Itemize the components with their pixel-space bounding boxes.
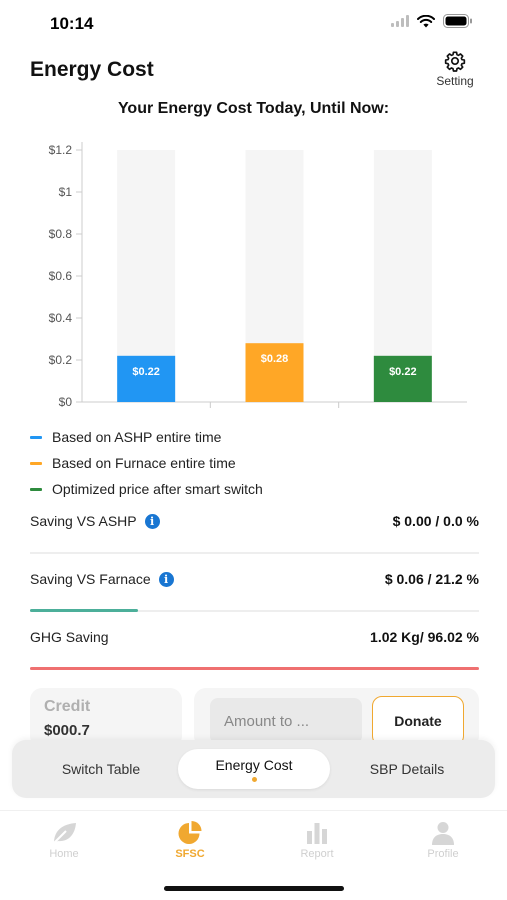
pie-chart-icon: [178, 821, 202, 844]
tab-sfsc[interactable]: SFSC: [150, 821, 230, 860]
tab-label: Report: [300, 848, 334, 860]
tab-label: SFSC: [175, 848, 205, 860]
bar-data-label: $0.22: [132, 366, 160, 378]
y-tick-label: $0.8: [49, 227, 73, 241]
wifi-icon: [417, 14, 435, 27]
legend-swatch: [30, 435, 42, 439]
segment-label: Switch Table: [61, 761, 141, 777]
y-tick-label: $0.2: [49, 353, 73, 367]
y-tick-label: $0.4: [49, 311, 73, 325]
bar-chart-icon: [307, 823, 327, 844]
chart-title: Your Energy Cost Today, Until Now:: [117, 100, 390, 117]
saving-label-text: Saving VS ASHP: [30, 513, 137, 529]
saving-vs-furnace-row: Saving VS Farnace i $ 0.06 / 21.2 %: [30, 564, 479, 612]
y-tick-label: $1.2: [49, 143, 73, 157]
legend-swatch: [30, 487, 42, 491]
view-segmented-control: Switch Table Energy Cost SBP Details: [12, 740, 495, 798]
status-bar: 10:14: [0, 0, 507, 48]
ghg-saving-row: GHG Saving 1.02 Kg/ 96.02 %: [30, 622, 479, 670]
status-time: 10:14: [50, 14, 94, 33]
home-indicator: [164, 886, 344, 891]
segment-energy-cost[interactable]: Energy Cost: [178, 749, 330, 789]
bar-data-label: $0.22: [389, 366, 417, 378]
bar-data-label: $0.28: [261, 353, 289, 365]
bar: [373, 355, 432, 402]
saving-vs-furnace-value: $ 0.06 / 21.2 %: [384, 571, 479, 587]
y-tick-label: $0: [59, 395, 73, 409]
setting-button[interactable]: Setting: [428, 48, 482, 92]
saving-vs-ashp-row: Saving VS ASHP i $ 0.00 / 0.0 %: [30, 506, 479, 554]
credit-card: Credit $000.7: [30, 688, 182, 748]
energy-cost-chart: $0 $0.2 $0.4 $0.6 $0.8 $1 $1.2 $0.22 $0.28 $0.22: [0, 128, 507, 418]
ghg-saving-label: GHG Saving: [30, 629, 109, 645]
saving-vs-ashp-value: $ 0.00 / 0.0 %: [392, 513, 479, 529]
donate-card: Donate: [194, 688, 479, 748]
saving-vs-furnace-label: Saving VS Farnace i: [30, 571, 174, 587]
segment-label: SBP Details: [369, 761, 445, 777]
ghg-saving-progress: [30, 667, 479, 670]
credit-label: Credit: [44, 698, 91, 715]
bar: [245, 343, 304, 402]
tab-home[interactable]: Home: [24, 821, 104, 860]
leaf-icon: [52, 823, 76, 845]
tab-label: Home: [49, 848, 79, 860]
chart-legend: Based on ASHP entire time Based on Furna…: [30, 424, 263, 502]
status-icons: [391, 14, 473, 28]
saving-vs-furnace-progress: [30, 609, 138, 612]
page-title: Energy Cost: [30, 58, 154, 81]
active-indicator-dot: [251, 776, 257, 782]
donate-button[interactable]: Donate: [372, 696, 464, 746]
donation-amount-input[interactable]: [210, 698, 362, 744]
legend-item-optimized: Optimized price after smart switch: [30, 476, 263, 502]
y-tick-label: $0.6: [49, 269, 73, 283]
segment-switch-table[interactable]: Switch Table: [26, 740, 176, 798]
y-tick-label: $1: [59, 185, 73, 199]
setting-label: Setting: [436, 74, 474, 88]
gear-icon: [444, 51, 466, 72]
saving-label-text: Saving VS Farnace: [30, 571, 151, 587]
info-icon[interactable]: i: [144, 513, 160, 529]
segment-sbp-details[interactable]: SBP Details: [332, 740, 482, 798]
legend-item-ashp: Based on ASHP entire time: [30, 424, 263, 450]
tab-label: Profile: [427, 848, 459, 860]
legend-label: Optimized price after smart switch: [52, 481, 263, 497]
info-icon[interactable]: i: [158, 571, 174, 587]
legend-swatch: [30, 461, 42, 465]
saving-label-text: GHG Saving: [30, 629, 109, 645]
tab-profile[interactable]: Profile: [403, 821, 483, 860]
segment-label: Energy Cost: [215, 756, 293, 773]
chart-svg: $0 $0.2 $0.4 $0.6 $0.8 $1 $1.2 $0.22 $0.28 $0.22: [49, 142, 467, 409]
bar: [117, 355, 176, 402]
saving-vs-ashp-label: Saving VS ASHP i: [30, 513, 160, 529]
legend-item-furnace: Based on Furnace entire time: [30, 450, 263, 476]
ghg-saving-value: 1.02 Kg/ 96.02 %: [370, 629, 479, 645]
tab-report[interactable]: Report: [277, 821, 357, 860]
bottom-tab-bar: Home SFSC Report Profile: [0, 810, 507, 870]
battery-icon: [443, 14, 472, 28]
credit-value: $000.7: [44, 722, 90, 739]
legend-label: Based on ASHP entire time: [52, 429, 222, 445]
user-icon: [432, 822, 454, 845]
cellular-signal-icon: [391, 15, 409, 27]
legend-label: Based on Furnace entire time: [52, 455, 236, 471]
